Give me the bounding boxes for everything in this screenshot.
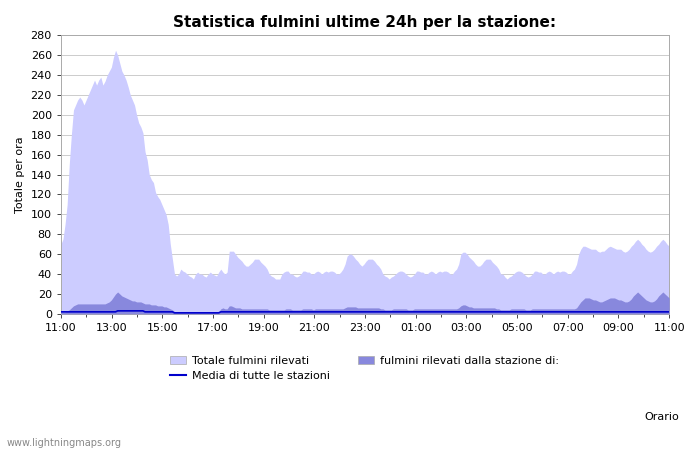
Text: Orario: Orario [644, 412, 679, 422]
Text: www.lightningmaps.org: www.lightningmaps.org [7, 438, 122, 448]
Title: Statistica fulmini ultime 24h per la stazione:: Statistica fulmini ultime 24h per la sta… [174, 15, 556, 30]
Y-axis label: Totale per ora: Totale per ora [15, 136, 25, 213]
Legend: Totale fulmini rilevati, Media di tutte le stazioni, fulmini rilevati dalla staz: Totale fulmini rilevati, Media di tutte … [170, 356, 559, 381]
